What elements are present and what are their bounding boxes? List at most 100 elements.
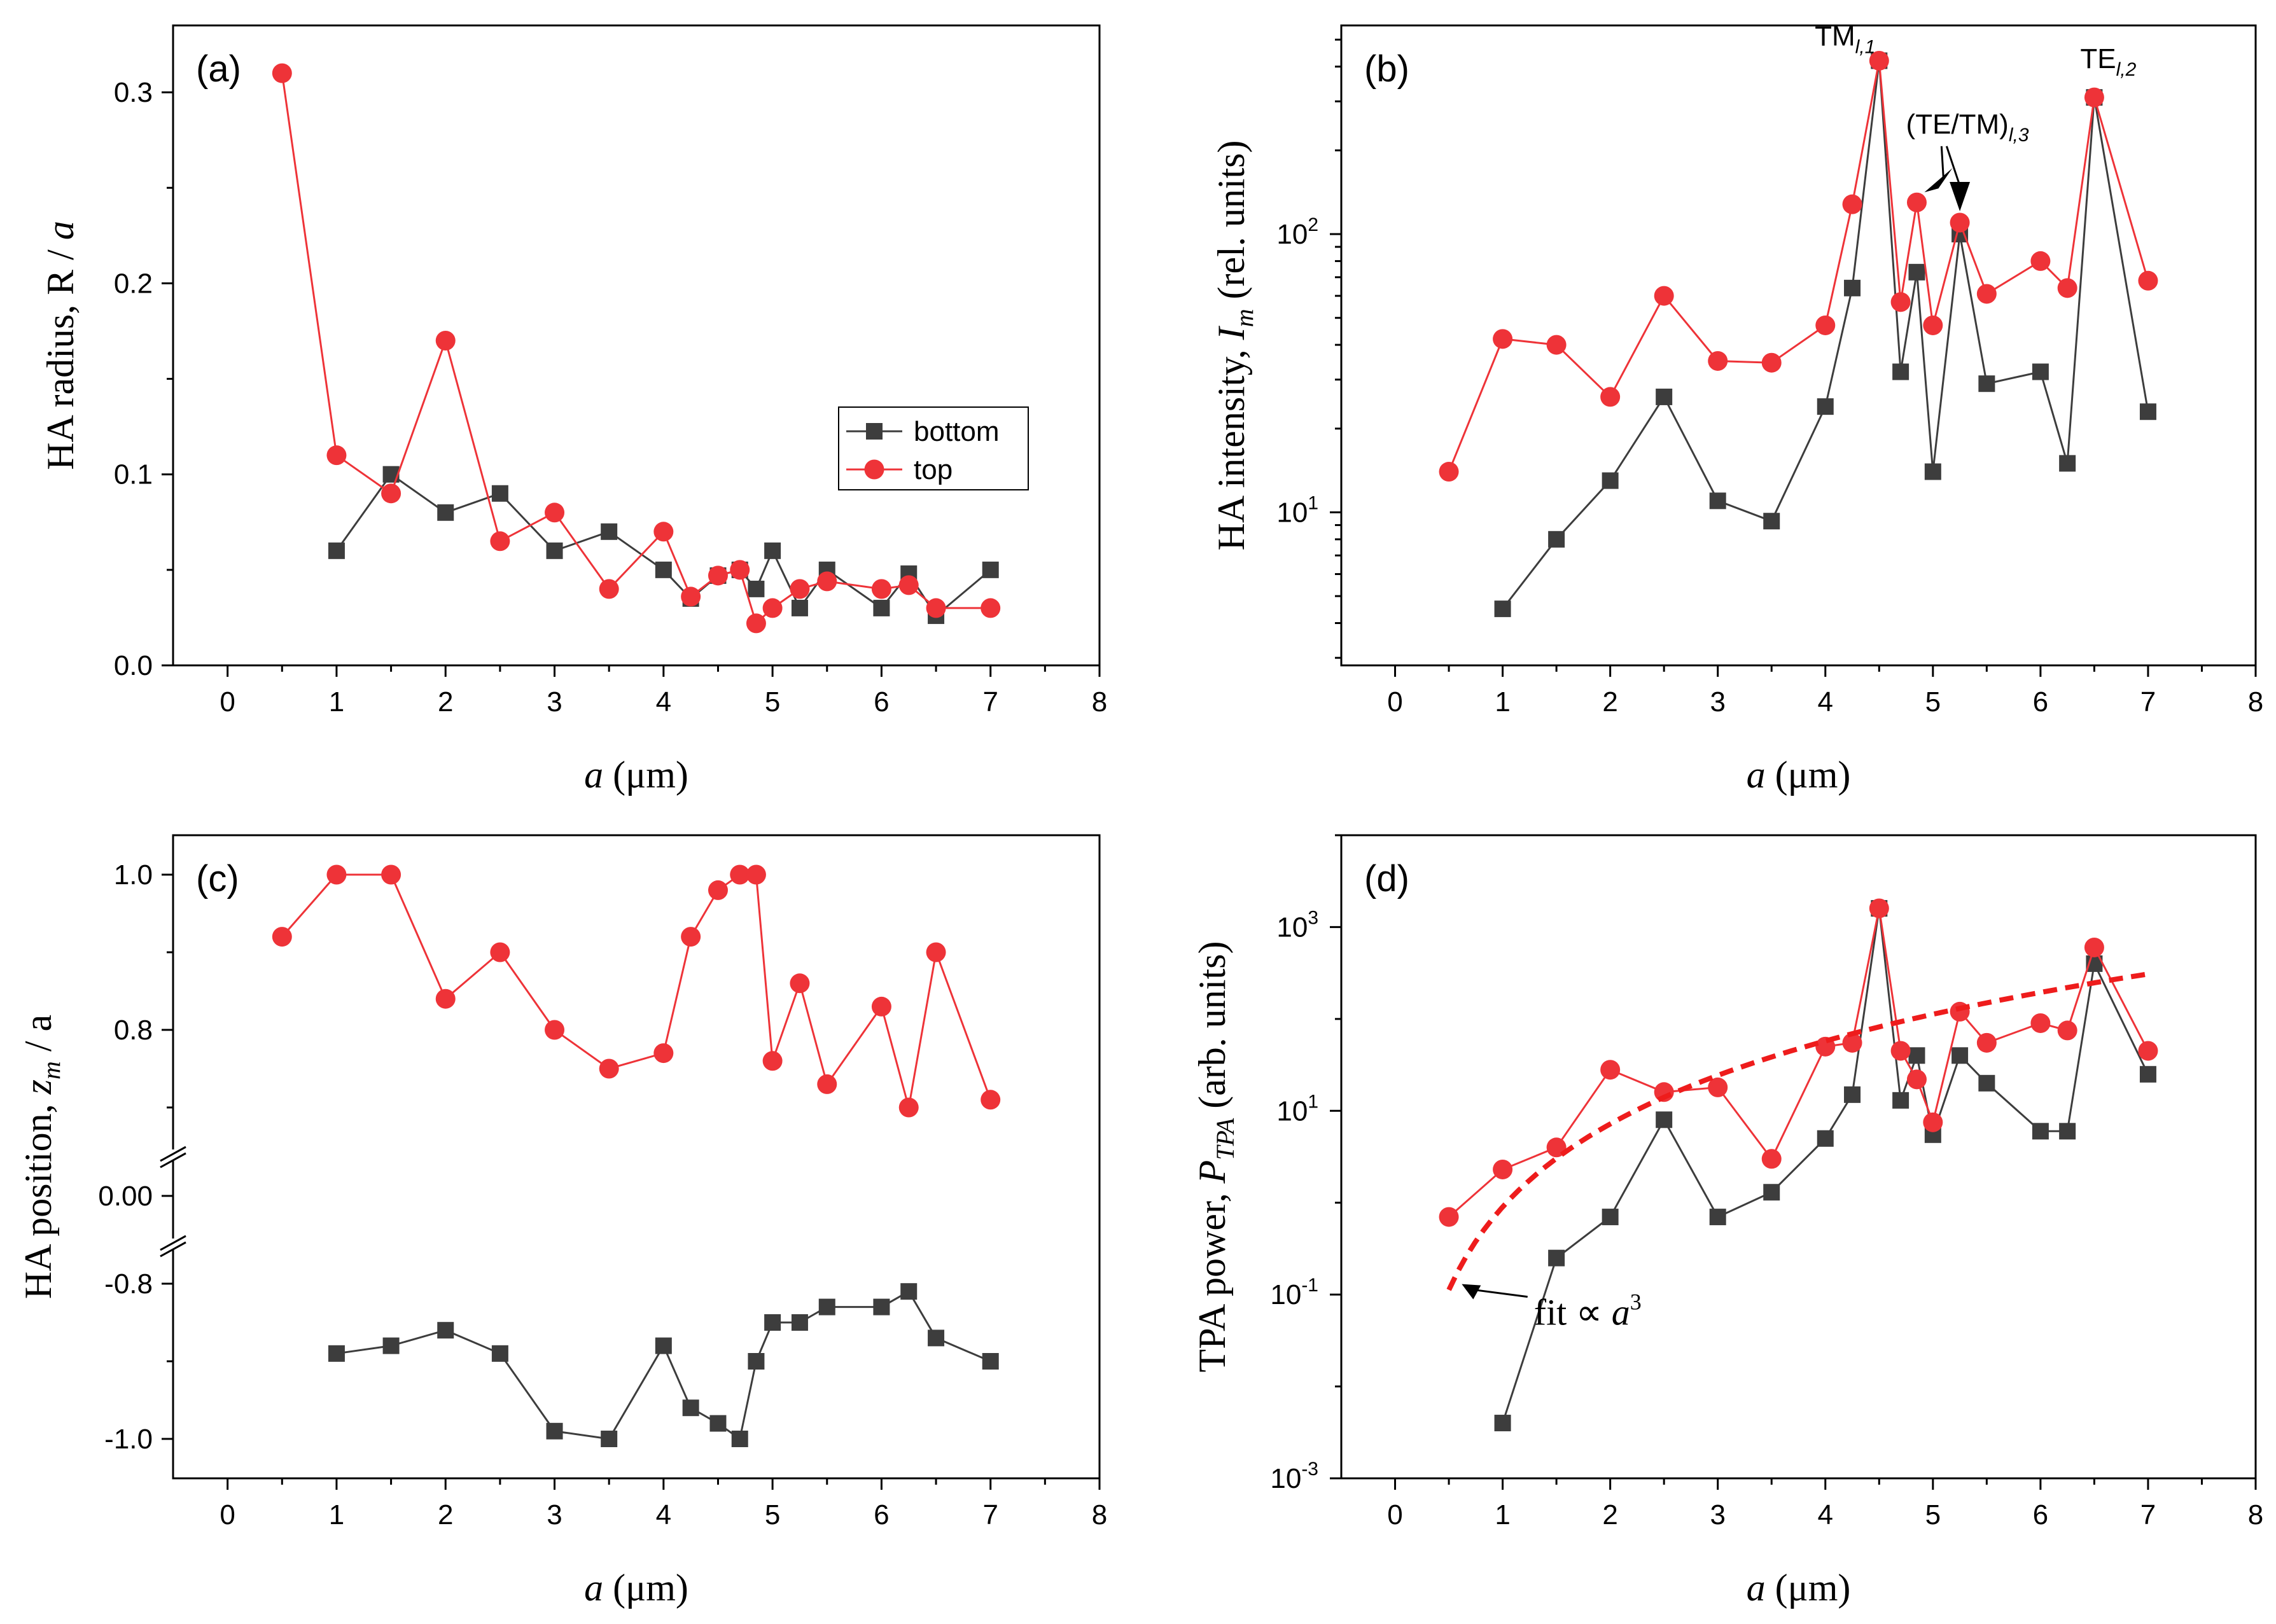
- data-point-top: [730, 560, 750, 580]
- fit-label-text: fit ∝: [1534, 1292, 1612, 1333]
- data-point-top: [708, 880, 728, 900]
- data-point-top: [1761, 352, 1782, 373]
- data-point-bottom: [491, 1345, 508, 1362]
- annotation-arrowhead: [1924, 168, 1953, 193]
- data-point-bottom: [873, 599, 890, 616]
- plot-frame: [1340, 24, 2257, 667]
- annotation-arrow: [1940, 146, 1944, 180]
- series-top: [272, 63, 1001, 634]
- data-point-top: [926, 598, 946, 618]
- data-point-top: [1906, 192, 1927, 212]
- data-point-top: [817, 1074, 837, 1094]
- x-tick-label: 5: [765, 686, 780, 718]
- data-point-top: [981, 1090, 1001, 1110]
- y-axis-label-var: P: [1191, 1160, 1233, 1184]
- x-axis-label-unit: (μm): [1766, 754, 1851, 796]
- legend: bottom top: [838, 406, 1029, 490]
- x-axis-label-var: a: [584, 754, 603, 796]
- series-line-bottom: [335, 473, 991, 618]
- data-point-top: [2138, 1041, 2158, 1061]
- data-point-bottom: [1908, 1047, 1925, 1064]
- data-point-bottom: [2059, 1123, 2076, 1140]
- series-line-top: [281, 73, 991, 625]
- x-tick-label: 5: [1925, 686, 1941, 718]
- x-axis-label-var: a: [1747, 1567, 1766, 1609]
- data-point-top: [1815, 315, 1836, 335]
- data-point-top: [1708, 1077, 1728, 1097]
- y-axis-label-var: I: [1210, 325, 1252, 340]
- data-point-bottom: [764, 1314, 781, 1331]
- data-point-bottom: [748, 580, 765, 597]
- data-point-bottom: [1763, 513, 1780, 530]
- data-point-bottom: [601, 1431, 618, 1447]
- data-point-bottom: [731, 1431, 748, 1447]
- data-point-top: [730, 864, 750, 885]
- x-tick-label: 2: [1602, 1499, 1617, 1530]
- data-point-top: [790, 973, 810, 994]
- data-point-bottom: [748, 1353, 765, 1370]
- y-tick-exp: -3: [1301, 1459, 1318, 1480]
- y-axis-label-sub: m: [37, 1061, 66, 1079]
- x-axis-label-var: a: [584, 1567, 603, 1609]
- x-tick-label: 4: [656, 1499, 671, 1530]
- x-tick-label: 7: [982, 686, 998, 718]
- plot-frame: [1340, 834, 2257, 1480]
- legend-label-bottom: bottom: [914, 416, 1000, 447]
- axis-break-mark: [160, 1241, 186, 1258]
- data-point-bottom: [1602, 472, 1619, 489]
- data-point-top: [762, 598, 783, 618]
- peak-label-tm: TMl,1: [1815, 20, 1875, 57]
- data-point-bottom: [437, 1322, 454, 1339]
- data-point-top: [545, 1020, 565, 1040]
- x-axis-label: a (μm): [584, 1567, 688, 1609]
- fit-arrowhead: [1462, 1284, 1481, 1300]
- y-axis-label-sub: m: [1230, 309, 1259, 327]
- data-point-top: [1923, 315, 1943, 335]
- x-tick-label: 4: [1818, 1499, 1833, 1530]
- series-line-bottom: [336, 1290, 991, 1441]
- data-point-bottom: [2032, 363, 2049, 380]
- data-point-bottom: [2059, 455, 2076, 472]
- y-tick-label: 0.8: [114, 1015, 153, 1046]
- peak-label-sub: l,2: [2116, 59, 2137, 80]
- data-point-bottom: [2139, 403, 2156, 420]
- series-line-top: [1448, 908, 2149, 1218]
- x-tick-label: 3: [547, 1499, 562, 1530]
- y-axis-label-var: z: [17, 1079, 59, 1095]
- y-tick-label: 1.0: [114, 859, 153, 891]
- y-axis-label-text: HA intensity,: [1210, 340, 1252, 550]
- data-point-top: [1869, 50, 1889, 71]
- plot-frame: [172, 24, 1101, 667]
- data-point-top: [326, 445, 347, 466]
- y-tick-base: 10: [1276, 912, 1308, 943]
- y-tick-label: 101: [1276, 492, 1318, 528]
- y-axis-label: HA intensity, Im (rel. units): [1210, 141, 1259, 551]
- data-point-top: [1600, 1060, 1621, 1080]
- legend-label-top: top: [914, 454, 953, 485]
- axis-break-gap: [160, 1149, 176, 1160]
- data-point-top: [653, 1043, 674, 1064]
- legend-marker-top: [864, 459, 884, 480]
- y-tick-exp: -1: [1301, 1275, 1318, 1296]
- peak-label-tetm: (TE/TM)l,3: [1906, 109, 2029, 146]
- data-point-top: [871, 579, 891, 599]
- panel-c: 0 1 2 3 4 5 6 7 8 a (μm) 1.0 0.8 0.00 -0.8 -1.0 HA posi…: [17, 834, 1107, 1609]
- series-top: [1439, 898, 2158, 1227]
- y-tick-base: 10: [1276, 219, 1308, 250]
- data-point-top: [817, 571, 837, 592]
- data-point-top: [898, 575, 919, 595]
- data-point-top: [1708, 350, 1728, 371]
- data-point-top: [2138, 270, 2158, 291]
- y-axis-label-tail: (rel. units): [1210, 141, 1252, 309]
- data-point-bottom: [546, 1422, 563, 1440]
- data-point-top: [1923, 1112, 1943, 1132]
- data-point-top: [435, 989, 456, 1009]
- data-point-bottom: [328, 542, 345, 559]
- data-point-top: [490, 531, 510, 552]
- data-point-top: [1976, 284, 1997, 304]
- data-point-bottom: [1978, 375, 1995, 392]
- series-top: [272, 864, 1001, 1118]
- fit-arrow: [1469, 1288, 1528, 1298]
